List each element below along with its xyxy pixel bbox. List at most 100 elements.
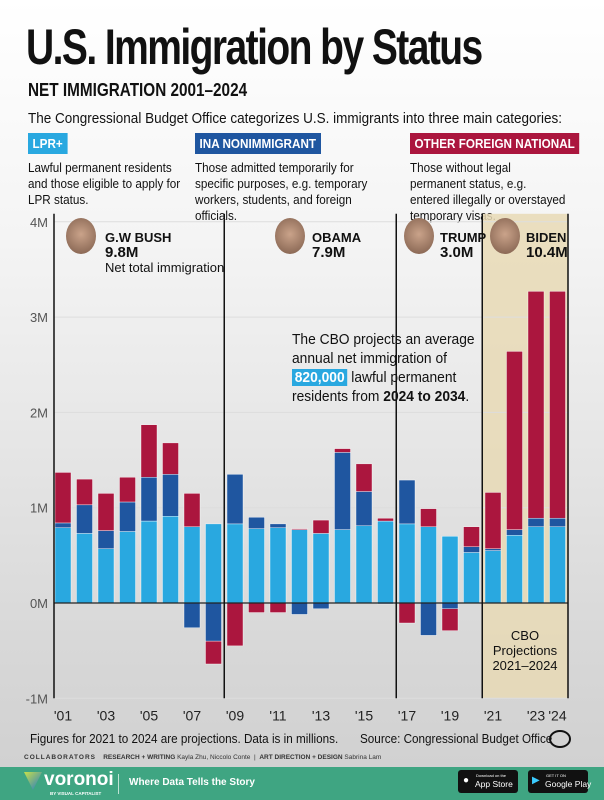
annotation-line: annual net immigration of (292, 350, 447, 367)
bar-lpr--2015 (355, 525, 373, 604)
bar-other-foreign-national-2007 (183, 493, 201, 527)
bar-lpr--2017 (398, 523, 416, 604)
president-name: BIDEN (526, 230, 567, 245)
bush-portrait-icon (66, 218, 96, 254)
annotation-highlight: 820,000 (292, 369, 348, 386)
annotation-line: The CBO projects an average (292, 331, 475, 348)
bar-ina-nonimmigrant-2011 (269, 523, 287, 528)
x-tick-label: '05 (140, 707, 158, 723)
bar-other-foreign-national-2014 (334, 448, 351, 453)
bar-lpr--2022 (506, 535, 523, 604)
bar-lpr--2012 (291, 529, 308, 604)
bar-lpr--2019 (441, 536, 459, 604)
x-tick-label: '23 (527, 707, 545, 723)
bar-other-foreign-national-2002 (76, 478, 93, 506)
bar-other-foreign-national-2010 (248, 602, 265, 613)
subtitle: NET IMMIGRATION 2001–2024 (28, 80, 248, 100)
bar-lpr--2011 (269, 527, 287, 604)
divider (118, 774, 119, 794)
voronoi-logo-icon (24, 772, 42, 790)
google-play-small: GET IT ON (546, 773, 566, 778)
bar-chart: -1M 0M 1M 2M 3M 4M '01 '03 '05 '07 '09 '11 '13 '15 '17… (26, 213, 569, 723)
bar-ina-nonimmigrant-2020 (463, 546, 480, 553)
projection-label: CBO Projections 2021–2024 (485, 628, 565, 673)
annotation-line: residents from (292, 388, 384, 405)
x-tick-label: '09 (226, 707, 244, 723)
y-tick-label: -1M (26, 691, 48, 706)
bar-other-foreign-national-2012 (291, 528, 308, 530)
legend-label: OTHER FOREIGN NATIONAL (410, 133, 580, 154)
president-name: G.W BUSH (105, 230, 172, 245)
x-tick-label: '07 (183, 707, 201, 723)
projection-label-line: CBO (510, 628, 540, 643)
bar-other-foreign-national-2011 (269, 602, 287, 613)
bar-other-foreign-national-2006 (162, 442, 179, 475)
y-tick-label: 0M (30, 596, 48, 611)
legend-desc: Those admitted temporarily for specific … (195, 160, 368, 223)
annotation-line: lawful permanent (351, 369, 457, 386)
bar-ina-nonimmigrant-2018 (420, 602, 437, 636)
legend-desc: Those without legal permanent status, e.… (410, 160, 566, 223)
bar-ina-nonimmigrant-2006 (162, 474, 179, 517)
x-tick-label: '11 (269, 707, 286, 723)
cbo-annotation: The CBO projects an average annual net i… (292, 330, 475, 406)
bar-ina-nonimmigrant-2007 (183, 602, 201, 628)
obama-portrait-icon (275, 218, 305, 254)
bar-lpr--2018 (420, 526, 437, 604)
bar-ina-nonimmigrant-2014 (334, 452, 351, 530)
bar-other-foreign-national-2024 (549, 291, 566, 519)
rw-names: Kayla Zhu, Niccolo Conte (177, 754, 251, 761)
bar-ina-nonimmigrant-2023 (527, 517, 545, 527)
bar-ina-nonimmigrant-2012 (291, 602, 308, 615)
x-tick-label: '24 (548, 707, 566, 723)
bar-other-foreign-national-2018 (420, 508, 437, 527)
bar-ina-nonimmigrant-2021 (484, 548, 502, 551)
projection-label-line: 2021–2024 (492, 658, 558, 673)
bar-ina-nonimmigrant-2010 (248, 517, 265, 529)
bar-other-foreign-national-2005 (140, 424, 158, 478)
bar-lpr--2005 (140, 520, 158, 604)
bar-lpr--2009 (226, 523, 244, 604)
bar-ina-nonimmigrant-2004 (119, 501, 136, 532)
x-tick-label: '15 (355, 707, 373, 723)
president-total: 10.4M (526, 244, 568, 261)
annotation-line: . (465, 388, 470, 405)
president-trump: TRUMP 3.0M (440, 230, 486, 260)
bar-other-foreign-national-2021 (484, 492, 502, 549)
biden-portrait-icon (490, 218, 520, 254)
president-total: 9.8M (105, 244, 139, 261)
app-store-label: App Store (475, 779, 513, 789)
bar-other-foreign-national-2017 (398, 602, 416, 624)
bar-other-foreign-national-2013 (312, 519, 330, 534)
app-store-small: Download on the (476, 773, 507, 778)
president-bush: G.W BUSH 9.8M Net total immigration (105, 230, 224, 275)
brand-sub: BY VISUAL CAPITALIST (50, 791, 102, 796)
bar-lpr--2002 (76, 533, 93, 604)
play-icon: ▶ (532, 775, 540, 786)
bar-lpr--2014 (334, 529, 351, 604)
bar-lpr--2024 (549, 526, 566, 604)
x-tick-label: '13 (312, 707, 330, 723)
tagline: Where Data Tells the Story (129, 777, 255, 788)
president-total: 7.9M (312, 244, 346, 261)
bar-lpr--2013 (312, 533, 330, 604)
app-store-button[interactable]: ● Download on the App Store (458, 770, 518, 793)
bar-ina-nonimmigrant-2003 (97, 530, 115, 549)
google-play-button[interactable]: ▶ GET IT ON Google Play (528, 770, 591, 793)
bar-lpr--2020 (463, 552, 480, 604)
bar-lpr--2007 (183, 526, 201, 604)
bar-other-foreign-national-2008 (205, 640, 222, 665)
y-tick-label: 1M (30, 501, 48, 516)
y-tick-label: 2M (30, 405, 48, 420)
bar-other-foreign-national-2023 (527, 291, 545, 519)
ad-label: ART DIRECTION + DESIGN (259, 754, 343, 761)
bar-other-foreign-national-2016 (377, 517, 394, 522)
bar-lpr--2006 (162, 516, 179, 604)
bar-other-foreign-national-2015 (355, 463, 373, 492)
bar-ina-nonimmigrant-2019 (441, 602, 459, 609)
bar-ina-nonimmigrant-2009 (226, 474, 244, 525)
bar-other-foreign-national-2020 (463, 526, 480, 547)
vc-logo-icon (549, 730, 571, 748)
bar-ina-nonimmigrant-2015 (355, 491, 373, 527)
footer-bar: voronoi BY VISUAL CAPITALIST Where Data … (0, 767, 604, 800)
